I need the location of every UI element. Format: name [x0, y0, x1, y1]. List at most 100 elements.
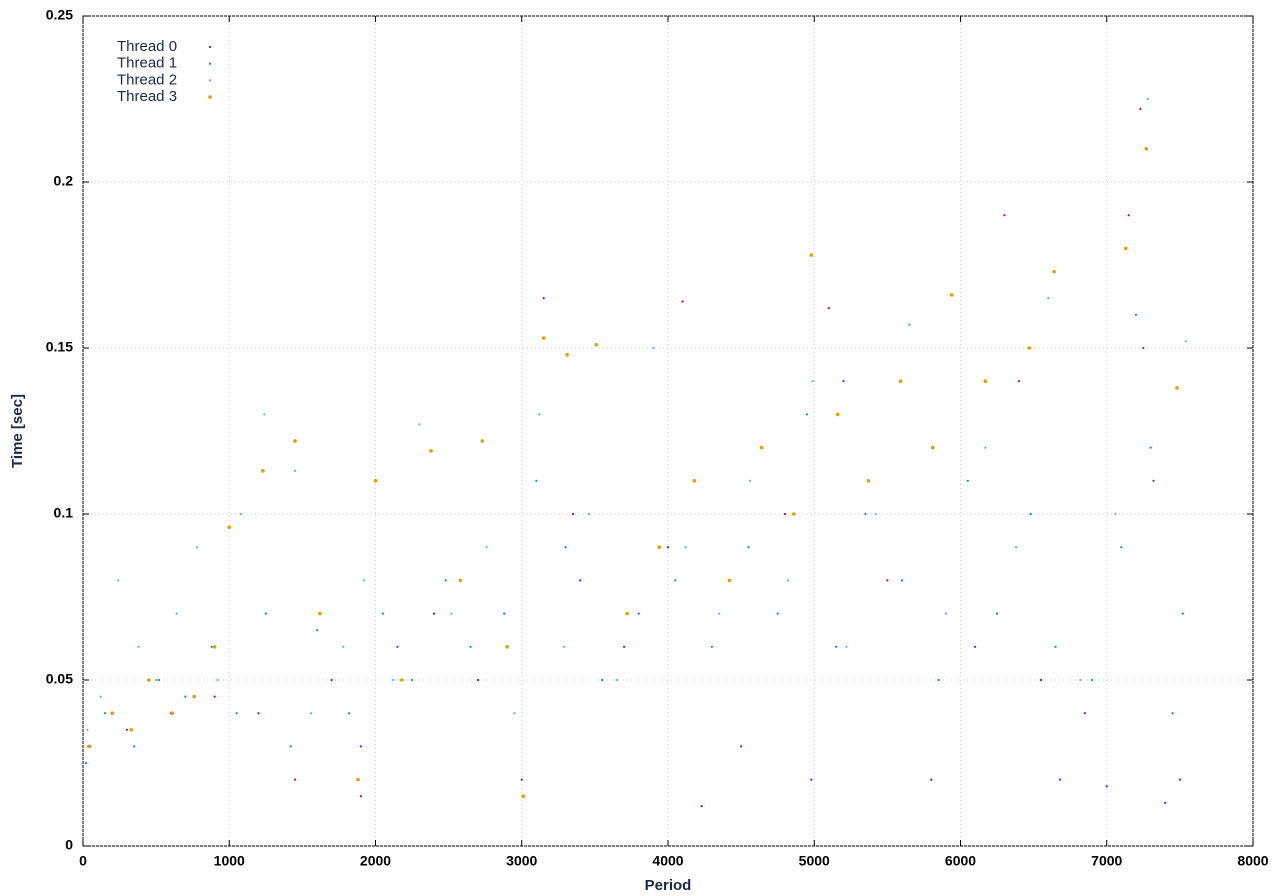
data-point — [1120, 546, 1123, 549]
data-point — [776, 612, 779, 615]
data-point — [212, 645, 217, 649]
data-point — [1139, 107, 1142, 111]
data-point — [210, 645, 213, 648]
data-point — [983, 379, 988, 384]
x-tick-label: 3000 — [506, 853, 537, 869]
data-point — [886, 579, 889, 582]
data-point — [87, 744, 91, 749]
data-point — [535, 479, 538, 482]
data-point — [944, 612, 947, 615]
data-point — [400, 678, 404, 682]
data-point — [235, 712, 238, 715]
data-point — [391, 678, 395, 682]
data-point — [469, 645, 472, 648]
data-point — [239, 512, 243, 516]
data-point — [900, 579, 904, 582]
data-point — [1134, 313, 1138, 316]
legend-label: Thread 3 — [117, 88, 177, 105]
data-point — [381, 612, 384, 615]
data-point — [480, 439, 485, 443]
data-point — [155, 678, 158, 682]
legend-marker — [208, 95, 212, 99]
data-point — [1017, 380, 1021, 383]
data-point — [444, 579, 447, 582]
data-point — [579, 579, 582, 582]
data-point — [864, 512, 867, 516]
data-point — [520, 778, 523, 781]
data-point — [1181, 612, 1184, 615]
data-point — [450, 612, 453, 615]
data-point — [485, 546, 488, 549]
data-point — [213, 695, 216, 698]
data-point — [652, 346, 655, 350]
data-point — [432, 612, 436, 615]
data-point — [1164, 801, 1167, 804]
data-point — [359, 745, 362, 748]
data-point — [418, 423, 421, 426]
data-point — [1178, 778, 1181, 781]
data-point — [1029, 512, 1032, 516]
data-point — [565, 352, 569, 357]
y-tick-label: 0.1 — [54, 505, 74, 521]
data-point — [845, 645, 848, 648]
data-point — [587, 512, 591, 516]
data-point — [974, 645, 977, 648]
data-point — [995, 612, 999, 615]
data-point — [1039, 678, 1043, 682]
data-point — [835, 645, 838, 648]
data-point — [216, 678, 219, 682]
data-point — [571, 512, 575, 516]
x-tick-label: 7000 — [1091, 853, 1122, 869]
data-point — [564, 546, 567, 549]
data-point — [835, 412, 840, 417]
data-point — [264, 612, 267, 615]
data-point — [1047, 297, 1050, 300]
data-point — [318, 611, 322, 616]
data-point — [759, 445, 764, 450]
data-point — [263, 413, 266, 416]
data-point — [1142, 346, 1145, 350]
y-tick-label: 0.05 — [46, 671, 73, 687]
y-axis-title: Time [sec] — [9, 394, 26, 468]
data-point — [692, 479, 697, 483]
data-point — [356, 777, 360, 782]
data-point — [684, 546, 687, 549]
data-point — [623, 645, 626, 648]
data-point — [293, 469, 297, 472]
data-point — [786, 579, 790, 582]
data-point — [125, 728, 128, 731]
data-point — [157, 678, 161, 682]
data-point — [1171, 712, 1174, 715]
legend-marker — [208, 45, 212, 49]
data-point — [1058, 778, 1062, 781]
data-point — [637, 612, 640, 615]
data-point — [542, 297, 545, 300]
x-tick-label: 2000 — [360, 853, 391, 869]
data-point — [147, 678, 151, 682]
data-point — [362, 579, 365, 582]
data-point — [289, 745, 292, 748]
data-point — [681, 300, 684, 303]
data-point — [966, 479, 969, 482]
data-point — [458, 578, 463, 583]
data-point — [257, 712, 260, 715]
data-point — [195, 546, 199, 549]
data-point — [805, 413, 809, 416]
data-point — [133, 745, 136, 748]
data-point — [1105, 785, 1108, 788]
data-point — [563, 645, 566, 648]
data-point — [1054, 645, 1057, 648]
data-point — [373, 479, 378, 483]
data-point — [261, 469, 265, 473]
data-point — [700, 805, 703, 808]
data-point — [748, 479, 752, 482]
data-point — [99, 695, 102, 698]
data-point — [1003, 214, 1006, 217]
data-point — [1027, 346, 1032, 350]
data-point — [227, 525, 232, 530]
data-point — [710, 645, 713, 648]
data-point — [429, 449, 433, 453]
data-point — [184, 695, 187, 698]
data-point — [175, 612, 178, 615]
